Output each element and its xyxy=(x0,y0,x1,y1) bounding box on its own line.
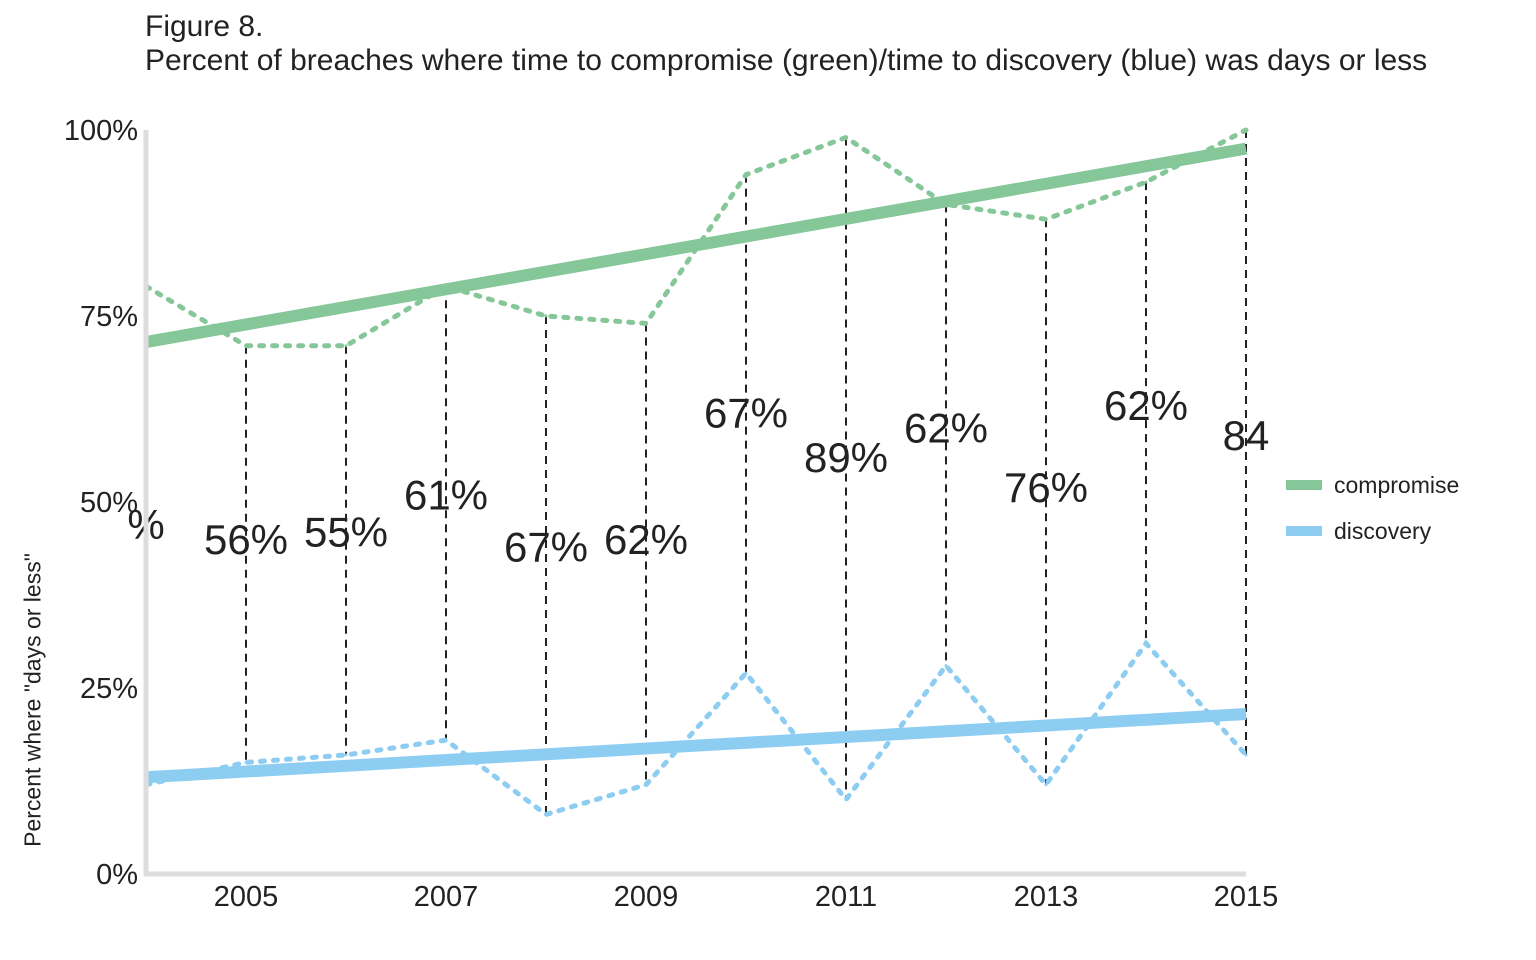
data-point-discovery-2010 xyxy=(744,671,748,675)
legend: compromise discovery xyxy=(1286,470,1459,562)
data-point-discovery-2008 xyxy=(544,812,548,816)
trend-line-compromise xyxy=(144,142,1248,348)
figure-title: Percent of breaches where time to compro… xyxy=(145,44,1428,77)
x-tick-label-2013: 2013 xyxy=(1014,881,1079,913)
gap-label-2012: 62% xyxy=(904,404,988,451)
data-point-compromise-2014 xyxy=(1144,180,1148,184)
legend-swatch-compromise xyxy=(1286,480,1322,490)
series-line-discovery xyxy=(143,639,1249,818)
gap-label-2015: 84 xyxy=(1223,412,1270,459)
data-point-discovery-2005 xyxy=(244,760,248,764)
data-point-compromise-2011 xyxy=(844,135,848,139)
y-tick-label-25: 25% xyxy=(80,673,138,705)
gap-label-2011: 89% xyxy=(804,434,888,481)
legend-label-compromise: compromise xyxy=(1334,471,1460,498)
gap-label-2013: 76% xyxy=(1004,464,1088,511)
plot-area: %56%55%61%67%62%67%89%62%76%62%84 xyxy=(127,127,1270,818)
data-point-compromise-2013 xyxy=(1044,217,1048,221)
data-point-discovery-2013 xyxy=(1044,783,1048,787)
data-point-discovery-2011 xyxy=(844,798,848,802)
x-tick-label-2005: 2005 xyxy=(214,881,279,913)
x-tick-label-2011: 2011 xyxy=(815,881,877,913)
data-point-compromise-2010 xyxy=(744,173,748,177)
x-tick-label-2009: 2009 xyxy=(614,881,679,913)
data-point-discovery-2006 xyxy=(344,753,348,757)
data-point-compromise-2009 xyxy=(644,321,648,325)
data-point-compromise-2015 xyxy=(1244,128,1248,132)
gap-label-2007: 61% xyxy=(404,471,488,518)
figure-label: Figure 8. xyxy=(145,10,264,43)
legend-swatch-discovery xyxy=(1286,526,1322,536)
data-point-compromise-2005 xyxy=(244,344,248,348)
y-tick-label-50: 50% xyxy=(80,487,138,519)
x-tick-label-2007: 2007 xyxy=(414,881,479,913)
x-tick-label-2015: 2015 xyxy=(1214,881,1279,913)
gap-label-2005: 56% xyxy=(204,516,288,563)
gap-label-2008: 67% xyxy=(504,524,588,571)
y-tick-label-75: 75% xyxy=(80,301,138,333)
gap-label-2009: 62% xyxy=(604,516,688,563)
legend-label-discovery: discovery xyxy=(1334,517,1432,544)
legend-item-discovery: discovery xyxy=(1286,516,1459,546)
data-point-discovery-2007 xyxy=(444,738,448,742)
data-point-discovery-2015 xyxy=(1244,753,1248,757)
y-tick-label-0: 0% xyxy=(96,859,138,891)
gap-label-2006: 55% xyxy=(304,509,388,556)
data-point-compromise-2006 xyxy=(344,344,348,348)
gap-label-2014: 62% xyxy=(1104,382,1188,429)
trend-line-discovery xyxy=(145,708,1247,784)
legend-item-compromise: compromise xyxy=(1286,470,1459,500)
gap-label-2010: 67% xyxy=(704,390,788,437)
data-point-discovery-2014 xyxy=(1144,641,1148,645)
data-point-discovery-2012 xyxy=(944,664,948,668)
y-axis-label: Percent where "days or less" xyxy=(19,553,46,847)
data-point-compromise-2008 xyxy=(544,314,548,318)
data-point-discovery-2009 xyxy=(644,783,648,787)
figure-header: Figure 8. Percent of breaches where time… xyxy=(145,10,1505,78)
y-tick-label-100: 100% xyxy=(64,115,138,147)
